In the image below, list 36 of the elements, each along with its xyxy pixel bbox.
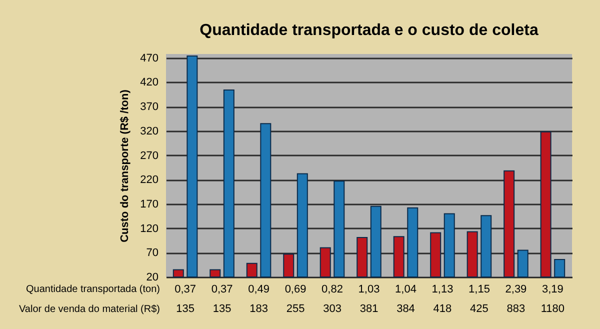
x-tick-label: 0,82 [322, 284, 343, 296]
chart-title: Quantidade transportada e o custo de coleta [200, 22, 538, 39]
x-tick-label: 2,39 [505, 284, 527, 296]
y-tick-label: 370 [140, 101, 158, 114]
y-tick-label: 120 [140, 222, 158, 235]
text: 255 [286, 303, 305, 315]
y-tick-label: 270 [140, 150, 158, 162]
text: 883 [506, 303, 526, 315]
y-tick-label: 70 [146, 247, 158, 260]
y-tick-label: 470 [140, 52, 158, 64]
x-tick-label: 1,13 [432, 284, 454, 296]
text: 1180 [540, 303, 565, 315]
text: 135 [212, 303, 232, 315]
x-tick-label: 3,19 [542, 284, 564, 296]
text: 135 [176, 303, 194, 315]
y-tick-label: 420 [140, 76, 158, 89]
text: Valor de venda do material (R$) [19, 304, 160, 315]
y-tick-label: 170 [140, 198, 158, 210]
y-tick-label: 320 [140, 125, 158, 138]
text: 381 [360, 303, 378, 315]
y-tick-label: 20 [146, 272, 158, 284]
text: 303 [323, 303, 342, 315]
text: 384 [396, 303, 415, 315]
x-tick-label: 1,15 [468, 284, 490, 296]
x-tick-label: 1,03 [358, 284, 380, 296]
text: 425 [470, 303, 488, 315]
x-tick-label: 0,37 [174, 284, 196, 296]
x-tick-label: 1,04 [395, 284, 416, 296]
text: 183 [250, 303, 268, 315]
y-tick-label: 220 [140, 174, 158, 186]
x-tick-label: 0,49 [248, 284, 270, 296]
x-tick-label: 0,37 [211, 284, 233, 296]
text: 418 [433, 303, 452, 315]
x-axis-title: Quantidade transportada (ton) [26, 284, 160, 295]
y-axis-title: Custo do transporte (R$ /ton) [119, 89, 132, 242]
x-tick-label: 0,69 [284, 284, 306, 296]
